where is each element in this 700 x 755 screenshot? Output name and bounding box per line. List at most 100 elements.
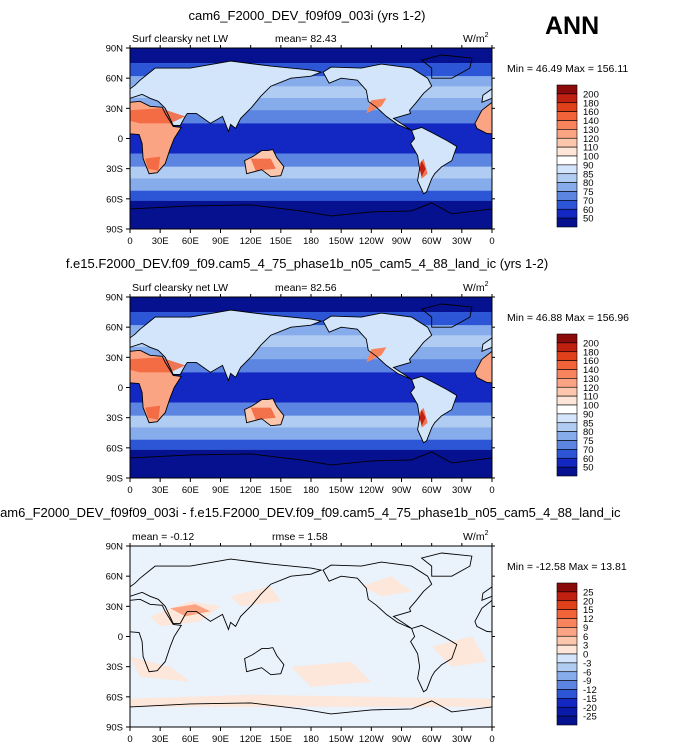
colorbar-label: 3 [583,641,588,652]
colorbar-swatch [556,164,578,175]
colorbar-label: 200 [583,89,599,100]
colorbar-swatch [556,618,578,628]
units-label: W/m2 [463,32,489,45]
colorbar-swatch [556,431,578,441]
lat-tick-label: 90N [106,293,124,304]
lon-tick-label: 120W [359,236,384,247]
lon-tick-label: 90W [392,236,412,247]
stat-label: mean= 82.43 [275,33,337,45]
colorbar-swatch [556,582,578,593]
panel-title: f.e15.F2000_DEV.f09_f09.cam5_4_75_phase1… [66,256,548,271]
stat-label: rmse = 1.58 [272,531,328,543]
colorbar-swatch [556,200,578,210]
colorbar-swatch [556,182,578,192]
colorbar-label: 6 [583,632,588,643]
colorbar-swatch [556,217,578,228]
colorbar-label: 70 [583,445,594,456]
colorbar-swatch [556,600,578,610]
lon-tick-label: 120E [240,236,262,247]
field-label: mean = -0.12 [132,531,194,543]
lon-tick-label: 60W [422,485,442,496]
field-label: Surf clearsky net LW [132,282,228,294]
lon-tick-label: 150W [329,734,354,745]
min-max-label: Min = 46.88 Max = 156.96 [507,312,629,324]
lat-tick-label: 60S [106,194,123,205]
lon-tick-label: 180 [303,236,319,247]
colorbar-swatch [556,440,578,450]
lon-tick-label: 120W [359,485,384,496]
lon-tick-label: 0 [127,734,132,745]
colorbar-label: 75 [583,187,594,198]
min-max-label: Min = -12.58 Max = 13.81 [507,561,627,573]
colorbar-label: 180 [583,98,599,109]
colorbar-label: 12 [583,614,594,625]
lon-tick-label: 30W [452,236,472,247]
lon-tick-label: 150E [270,485,292,496]
lat-tick-label: 30S [106,662,123,673]
colorbar-label: 85 [583,418,594,429]
colorbar-swatch [556,662,578,673]
colorbar-label: -25 [583,712,597,723]
colorbar-label: 0 [583,650,588,661]
colorbar-label: 15 [583,605,594,616]
colorbar-label: -3 [583,658,591,669]
lon-tick-label: 150E [270,236,292,247]
colorbar-label: 120 [583,134,599,145]
min-max-label: Min = 46.49 Max = 156.11 [507,63,628,75]
lon-tick-label: 0 [489,734,494,745]
lon-tick-label: 180 [303,734,319,745]
map-field [130,546,492,727]
colorbar-label: 90 [583,409,594,420]
lat-tick-label: 60N [106,74,124,85]
lon-tick-label: 30E [152,485,169,496]
colorbar-label: 90 [583,160,594,171]
colorbar-swatch [556,671,578,681]
colorbar-label: 9 [583,623,588,634]
colorbar-swatch [556,137,578,148]
colorbar-label: 180 [583,347,599,358]
stat-label: mean= 82.56 [275,282,337,294]
colorbar-label: -20 [583,703,597,714]
colorbar-label: 110 [583,392,598,403]
lat-tick-label: 30S [106,164,123,175]
colorbar-swatch [556,449,578,459]
colorbar-swatch [556,413,578,424]
colorbar-label: 130 [583,125,599,136]
lat-tick-label: 60S [106,692,123,703]
colorbar-swatch [556,84,578,95]
lat-tick-label: 30N [106,104,124,115]
colorbar-label: 85 [583,169,594,180]
lon-tick-label: 0 [489,485,494,496]
colorbar-label: 50 [583,214,594,225]
lon-tick-label: 30W [452,734,472,745]
lon-tick-label: 90W [392,734,412,745]
season-label: ANN [545,12,600,40]
colorbar-swatch [556,129,578,139]
colorbar-swatch [556,378,578,388]
lat-tick-label: 0 [118,383,123,394]
colorbar-swatch [556,644,578,655]
colorbar-swatch [556,342,578,353]
colorbar-label: -12 [583,685,597,696]
lon-tick-label: 0 [489,236,494,247]
map-field [130,48,492,229]
colorbar-label: 120 [583,383,599,394]
lon-tick-label: 60E [182,236,199,247]
lat-tick-label: 90N [106,542,124,553]
colorbar-label: -15 [583,694,597,705]
lon-tick-label: 90W [392,485,412,496]
colorbar-label: 80 [583,427,594,438]
colorbar-label: 130 [583,374,599,385]
colorbar-swatch [556,715,578,726]
colorbar-swatch [556,191,578,201]
colorbar-swatch [556,591,578,602]
colorbar-swatch [556,333,578,344]
colorbar-swatch [556,689,578,699]
colorbar-swatch [556,351,578,361]
colorbar-swatch [556,360,578,370]
colorbar-swatch [556,404,578,415]
colorbar-swatch [556,653,578,664]
panel-2: f.e15.F2000_DEV.f09_f09.cam5_4_75_phase1… [66,256,629,496]
lat-tick-label: 90S [106,723,123,734]
